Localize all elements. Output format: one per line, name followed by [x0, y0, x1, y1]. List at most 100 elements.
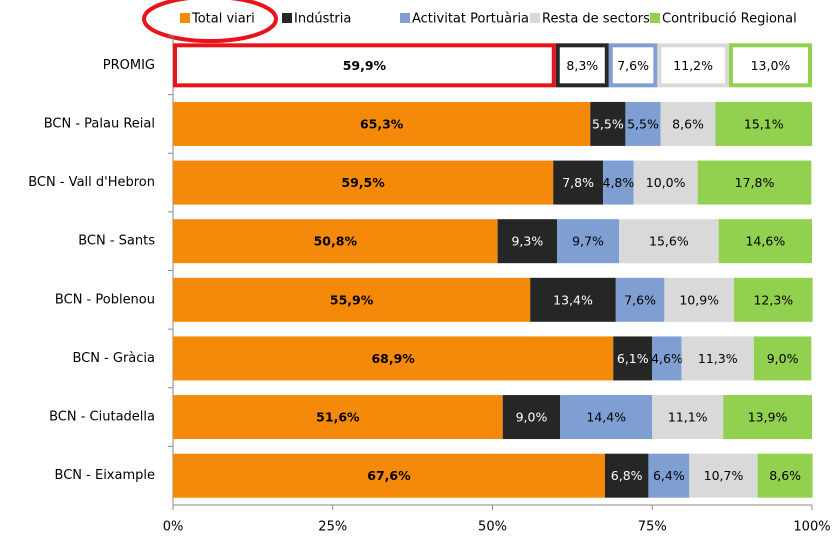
bar-segment: [173, 336, 614, 381]
highlight-ellipse: [142, 0, 278, 43]
data-label: 68,9%: [371, 351, 415, 366]
bar-segment: [173, 160, 554, 205]
bar-segment: [652, 336, 682, 381]
x-tick-label: 50%: [478, 520, 507, 535]
x-tick-label: 75%: [638, 520, 667, 535]
bar-segment: [553, 160, 604, 205]
data-label: 65,3%: [360, 116, 404, 131]
bar-segment: [555, 43, 609, 88]
bar-segment: [497, 219, 558, 264]
data-label: 10,9%: [679, 292, 719, 307]
bar-segment: [173, 277, 531, 322]
data-label: 13,0%: [751, 58, 791, 73]
bar-segment: [603, 160, 634, 205]
bar-segment: [619, 219, 719, 264]
bar-segment: [625, 101, 661, 146]
bar-segment: [697, 160, 812, 205]
data-label: 13,4%: [553, 292, 593, 307]
x-tick-label: 0%: [163, 520, 184, 535]
legend-swatch: [400, 13, 410, 23]
bar-segment: [615, 277, 665, 322]
bar-segment: [648, 453, 690, 498]
bar-segment: [753, 336, 812, 381]
bar-segment: [734, 277, 813, 322]
y-tick-label: BCN - Poblenou: [55, 292, 155, 307]
bar-segment: [718, 219, 812, 264]
legend-swatch: [530, 13, 540, 23]
y-tick-label: BCN - Palau Reial: [44, 116, 155, 131]
data-label: 6,4%: [653, 468, 685, 483]
data-label: 9,7%: [572, 234, 604, 249]
bar-segment: [173, 219, 498, 264]
data-label: 6,8%: [611, 468, 643, 483]
data-label: 59,5%: [341, 175, 385, 190]
y-tick-label: BCN - Vall d'Hebron: [28, 175, 155, 190]
data-label: 8,6%: [672, 116, 704, 131]
data-label: 12,3%: [753, 292, 793, 307]
bar-segment: [604, 453, 649, 498]
legend-label: Indústria: [294, 12, 351, 27]
data-label: 7,6%: [624, 292, 656, 307]
y-tick-label: PROMIG: [103, 58, 155, 73]
data-label: 7,8%: [562, 175, 594, 190]
bar-segment: [657, 43, 729, 88]
bar-segment: [557, 219, 620, 264]
bar-segment: [173, 395, 503, 440]
bar-segment: [608, 43, 658, 88]
data-label: 10,0%: [646, 175, 686, 190]
legend-label: Resta de sectors: [542, 12, 650, 27]
bar-segment: [590, 101, 626, 146]
bar-segment: [660, 101, 716, 146]
data-label: 4,8%: [603, 175, 635, 190]
data-label: 11,3%: [698, 351, 738, 366]
legend-swatch: [650, 13, 660, 23]
data-label: 5,5%: [592, 116, 624, 131]
bar-segment: [652, 395, 724, 440]
bar-segment: [173, 101, 591, 146]
bar-segment: [560, 395, 653, 440]
bar-segment: [728, 43, 812, 88]
data-label: 14,4%: [586, 410, 626, 425]
bar-segment: [173, 43, 556, 88]
data-label: 11,1%: [668, 410, 708, 425]
legend-swatch: [180, 13, 190, 23]
bar-segment: [530, 277, 616, 322]
data-label: 9,0%: [767, 351, 799, 366]
data-label: 15,6%: [649, 234, 689, 249]
x-tick-label: 100%: [793, 520, 830, 535]
legend-label: Activitat Portuària: [412, 12, 529, 27]
y-tick-label: BCN - Gràcia: [72, 351, 155, 366]
data-label: 13,9%: [748, 410, 788, 425]
data-label: 5,5%: [627, 116, 659, 131]
legend-label: Contribució Regional: [662, 12, 797, 27]
bar-segment: [613, 336, 653, 381]
bar-segment: [715, 101, 812, 146]
bar-segment: [173, 453, 605, 498]
x-tick-label: 25%: [318, 520, 347, 535]
data-label: 11,2%: [673, 58, 713, 73]
data-label: 6,1%: [617, 351, 649, 366]
bar-segment: [689, 453, 758, 498]
bar-segment: [502, 395, 561, 440]
data-label: 8,6%: [769, 468, 801, 483]
y-tick-label: BCN - Eixample: [55, 468, 155, 483]
data-label: 55,9%: [330, 292, 374, 307]
data-label: 15,1%: [744, 116, 784, 131]
legend-label: Total viari: [191, 12, 255, 27]
data-label: 14,6%: [745, 234, 785, 249]
data-label: 51,6%: [316, 410, 360, 425]
bar-segment: [757, 453, 813, 498]
bar-segment: [681, 336, 754, 381]
data-label: 7,6%: [617, 58, 649, 73]
y-tick-label: BCN - Sants: [78, 234, 155, 249]
data-label: 50,8%: [314, 234, 358, 249]
bar-segment: [723, 395, 812, 440]
bar-segment: [664, 277, 735, 322]
data-label: 17,8%: [735, 175, 775, 190]
y-tick-label: BCN - Ciutadella: [49, 410, 155, 425]
data-label: 67,6%: [367, 468, 411, 483]
bar-segment: [633, 160, 698, 205]
legend-swatch: [282, 13, 292, 23]
data-label: 8,3%: [566, 58, 598, 73]
